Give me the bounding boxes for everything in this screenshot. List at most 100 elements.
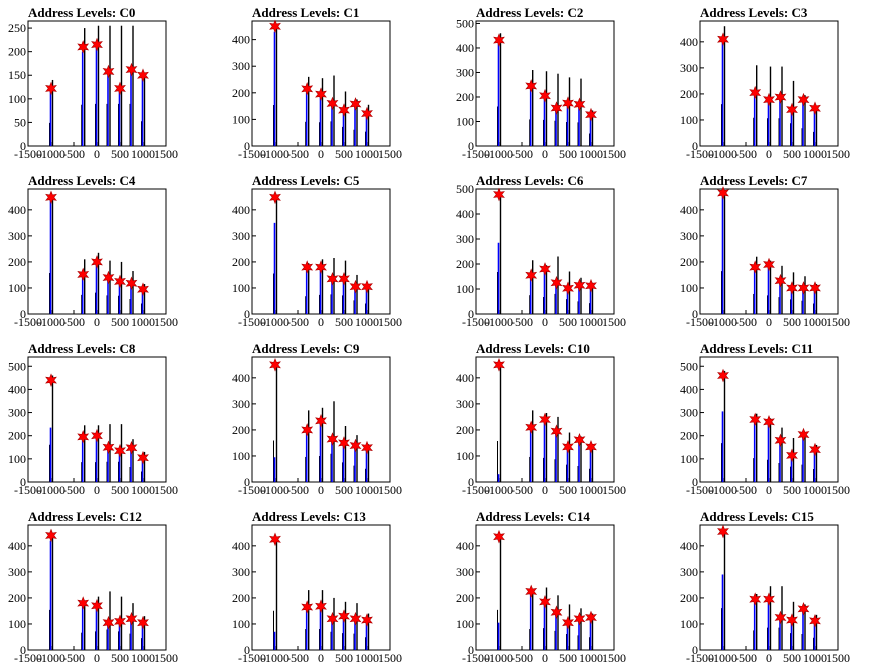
star-marker [45,81,57,96]
y-tick-label: 400 [232,539,250,553]
star-marker [125,611,138,626]
star-marker [338,103,350,117]
y-tick-label: 100 [680,617,698,631]
y-tick-label: 400 [456,207,474,221]
star-marker [102,615,115,630]
x-tick-label: 0 [94,483,100,497]
y-tick-label: 0 [692,475,698,489]
x-tick-label: 1500 [602,483,626,497]
y-tick-label: 400 [232,371,250,385]
y-tick-label: 300 [8,229,26,243]
y-tick-label: 200 [232,86,250,100]
star-marker [786,613,798,627]
star-marker [102,440,115,455]
x-tick-label: -500 [287,315,309,329]
y-tick-label: 200 [456,257,474,271]
y-tick-label: 300 [232,59,250,73]
chart-svg: 0 100 200 300 400 -1500-1000-500 0 500 1000 1500 [456,356,626,497]
x-tick-label: 1000 [131,315,155,329]
y-tick-label: 0 [244,475,250,489]
star-marker [349,279,362,294]
y-tick-label: 0 [468,643,474,657]
star-marker [349,97,362,111]
x-tick-label: 1500 [154,483,178,497]
chart-svg: 0 100 200 300 400 -1500-1000-500 0 500 1000 1500 [680,524,850,665]
chart-title: Address Levels: C12 [28,509,142,524]
y-tick-label: 200 [456,591,474,605]
y-tick-label: 400 [680,203,698,217]
star-marker [301,81,314,96]
y-tick-label: 0 [692,643,698,657]
star-marker [315,260,327,274]
chart-panel: Address Levels: C4 0 100 200 300 400 -1500 -100… [0,168,224,336]
y-tick-label: 500 [456,182,474,196]
star-marker [45,373,57,387]
chart-svg: 0 50 100 150 200 250 -1500-1000-500 0 500 1000 150… [8,20,178,161]
x-tick-label: 500 [111,147,129,161]
star-marker [763,92,775,107]
star-marker [797,281,810,295]
y-tick-label: 200 [232,255,250,269]
y-tick-label: 0 [692,307,698,321]
chart-svg: 0 100 200 300 400 -1500-1000-500 0 500 1000 1500 [8,524,178,665]
x-tick-label: -1000 [37,315,65,329]
y-tick-label: 200 [8,45,26,59]
x-tick-label: 0 [766,147,772,161]
chart-panel: Address Levels: C7 0 100 200 300 400 -1500 -100… [672,168,896,336]
x-tick-label: 500 [335,147,353,161]
chart-panel: Address Levels: C11 0 100 200 300 400 500 -1500… [672,336,896,504]
star-marker [493,187,505,202]
x-tick-label: 0 [94,315,100,329]
chart-panel: Address Levels: C3 0 100 200 300 400 -1500 -100… [672,0,896,168]
star-marker [774,273,787,288]
x-tick-label: -1000 [709,483,737,497]
y-tick-label: 0 [244,139,250,153]
chart-panel: Address Levels: C10 0 100 200 300 400 -1500 -10… [448,336,672,504]
x-tick-label: 500 [783,147,801,161]
chart-panel: Address Levels: C13 0 100 200 300 400 -1500 -10… [224,504,448,672]
star-marker [269,190,281,205]
star-marker [573,611,586,626]
star-marker [77,40,90,54]
y-tick-label: 0 [692,139,698,153]
chart-svg: 0 100 200 300 400 -1500-1000-500 0 500 1000 1500 [680,186,850,329]
star-marker [774,90,787,104]
y-tick-label: 500 [680,359,698,373]
star-marker [539,88,551,103]
y-tick-label: 100 [456,449,474,463]
x-tick-label: -500 [63,147,85,161]
x-tick-label: -500 [287,483,309,497]
x-tick-label: -1500 [462,147,490,161]
star-marker [809,614,821,628]
x-tick-label: 500 [783,315,801,329]
star-marker [326,96,339,111]
y-tick-label: 400 [680,539,698,553]
x-tick-label: -1000 [37,147,65,161]
star-marker [749,592,762,607]
x-tick-label: 1000 [355,651,379,665]
star-marker [301,423,314,437]
x-tick-label: 0 [542,147,548,161]
star-marker [550,424,563,439]
y-tick-label: 0 [20,475,26,489]
star-marker [91,37,103,52]
x-tick-label: -1000 [709,315,737,329]
chart-title: Address Levels: C3 [700,5,808,20]
y-tick-label: 100 [8,452,26,466]
x-tick-label: 1500 [378,147,402,161]
x-tick-label: 1500 [602,651,626,665]
star-marker [77,430,90,444]
x-tick-label: -1500 [462,651,490,665]
x-tick-label: -1500 [14,315,42,329]
star-marker [585,107,597,122]
y-tick-label: 200 [232,591,250,605]
star-marker [269,19,281,34]
star-marker [326,611,339,626]
star-marker [77,267,90,282]
x-tick-label: 0 [94,147,100,161]
star-marker [137,450,149,465]
star-marker [786,448,798,463]
y-tick-label: 200 [8,591,26,605]
star-marker [763,257,775,272]
